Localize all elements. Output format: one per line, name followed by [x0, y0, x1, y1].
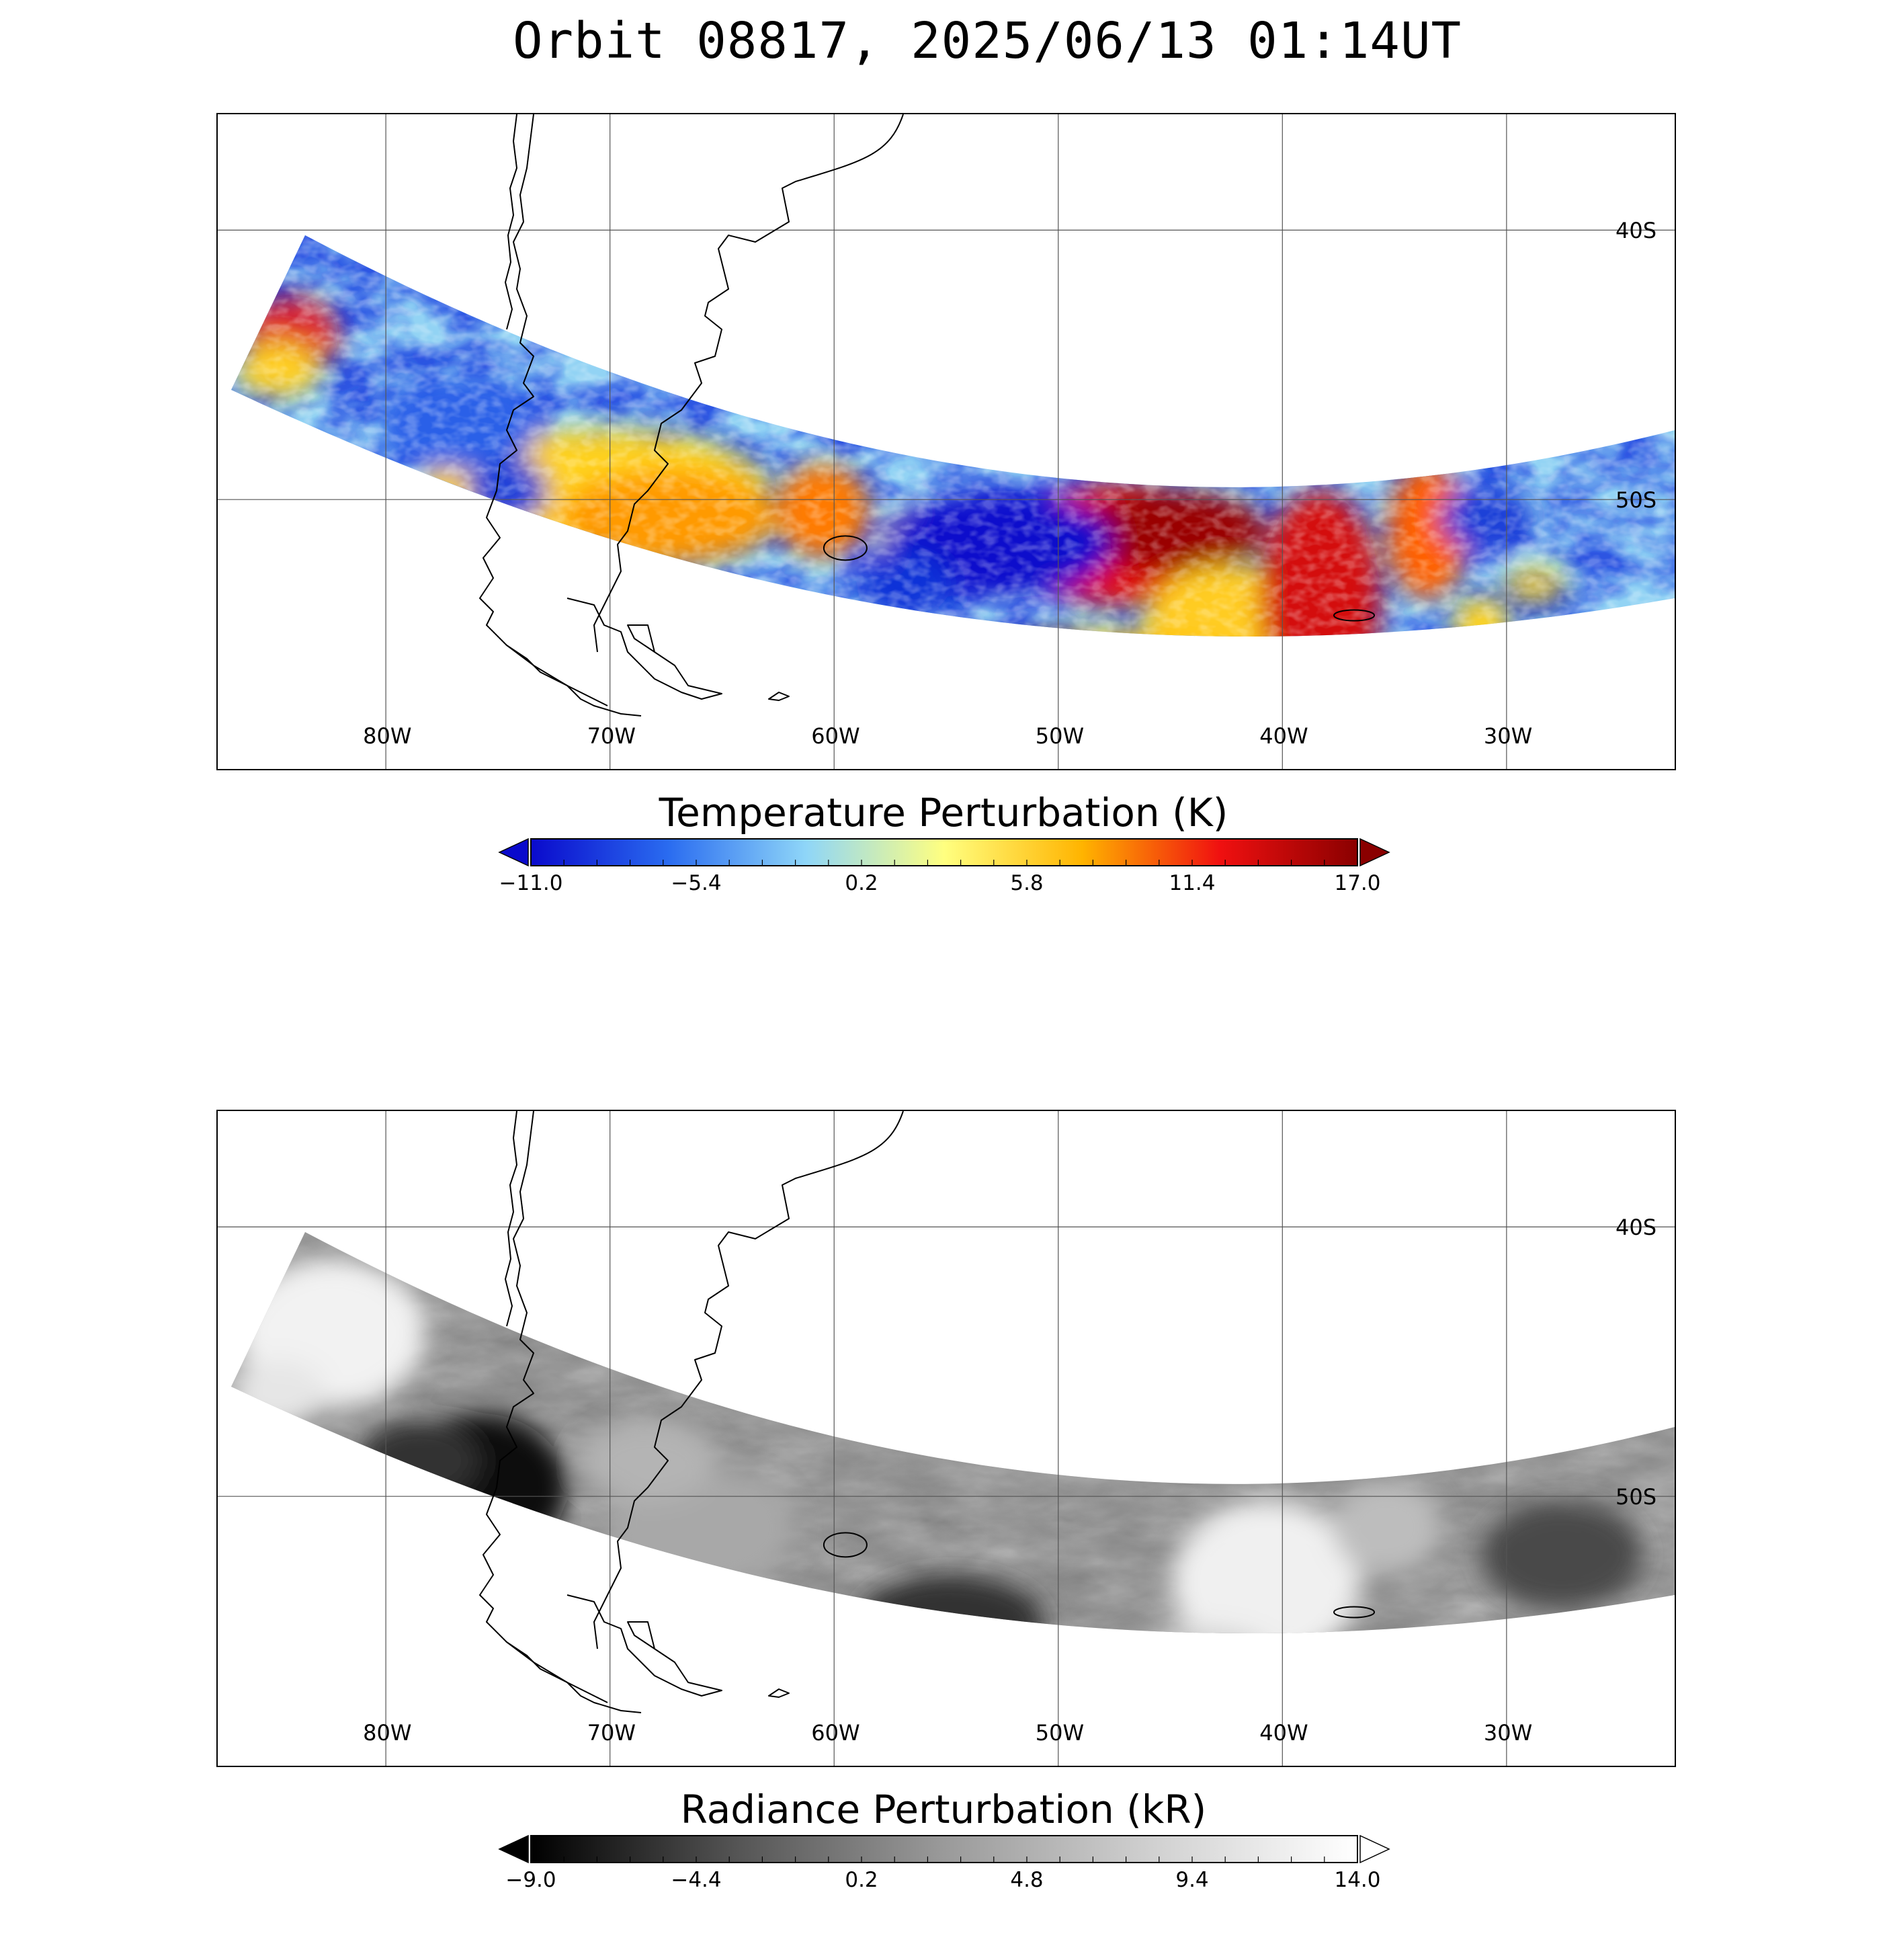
lon-tick-label: 60W: [811, 1720, 860, 1746]
coastline-segment: [768, 692, 790, 701]
coastline-segment: [506, 1641, 642, 1713]
coastline-segment: [768, 1688, 790, 1698]
lon-tick-label: 50W: [1035, 1720, 1085, 1746]
lon-tick-label: 70W: [587, 723, 636, 749]
colorbar-gradient: [530, 1835, 1358, 1863]
colorbar-tick-label: −11.0: [499, 871, 563, 895]
lon-tick-label: 80W: [363, 723, 412, 749]
coastline-segment: [567, 1594, 722, 1697]
island-outline: [823, 1532, 868, 1558]
radiance-colorbar-title: Radiance Perturbation (kR): [680, 1787, 1207, 1832]
radiance-coastline: [479, 1111, 1376, 1713]
colorbar-tick-label: 9.4: [1175, 1868, 1209, 1892]
island-outline: [1333, 609, 1376, 622]
island-outline: [1333, 1606, 1376, 1619]
colorbar-min-extend-arrow: [498, 1834, 529, 1864]
colorbar-tick-label: 11.4: [1169, 871, 1216, 895]
colorbar-tick-label: 5.8: [1010, 871, 1044, 895]
temperature-swath: [231, 235, 1675, 637]
colorbar-tick-label: −5.4: [671, 871, 722, 895]
radiance-gridlines: [218, 1111, 1675, 1766]
coastline-segment: [505, 1111, 517, 1327]
coastline-segment: [479, 114, 608, 706]
colorbar-min-extend-arrow: [498, 838, 529, 867]
colorbar-tick-label: −4.4: [671, 1868, 722, 1892]
colorbar-max-extend-arrow: [1359, 1834, 1390, 1864]
colorbar-gradient: [530, 838, 1358, 866]
temperature-colorbar: [498, 838, 1390, 867]
lon-tick-label: 80W: [363, 1720, 412, 1746]
figure-title: Orbit 08817, 2025/06/13 01:14UT: [512, 12, 1462, 70]
colorbar-tick-label: 0.2: [845, 1868, 878, 1892]
coastline-segment: [593, 1111, 904, 1649]
radiance-swath: [231, 1232, 1675, 1634]
lon-tick-label: 40W: [1259, 1720, 1308, 1746]
colorbar-tick-label: −9.0: [505, 1868, 556, 1892]
lon-tick-label: 30W: [1483, 1720, 1533, 1746]
temperature-gridlines: [218, 114, 1675, 769]
radiance-colorbar: [498, 1834, 1390, 1864]
colorbar-max-extend-arrow: [1359, 838, 1390, 867]
radiance-map-panel: [216, 1110, 1676, 1767]
colorbar-tick-label: 14.0: [1334, 1868, 1381, 1892]
temperature-colorbar-title: Temperature Perturbation (K): [659, 790, 1228, 835]
temperature-coastline: [479, 114, 1376, 717]
coastline-segment: [593, 114, 904, 653]
coastline-segment: [506, 645, 642, 717]
coastline-segment: [505, 114, 517, 330]
temperature-map-panel: [216, 113, 1676, 770]
temperature-map-svg: [218, 114, 1675, 769]
coastline-segment: [479, 1111, 608, 1703]
radiance-map-svg: [218, 1111, 1675, 1766]
lat-tick-label: 40S: [1616, 1215, 1657, 1241]
lat-tick-label: 50S: [1616, 487, 1657, 514]
lon-tick-label: 30W: [1483, 723, 1533, 749]
coastline-segment: [567, 598, 722, 700]
lon-tick-label: 70W: [587, 1720, 636, 1746]
colorbar-tick-label: 17.0: [1334, 871, 1381, 895]
lon-tick-label: 40W: [1259, 723, 1308, 749]
lat-tick-label: 40S: [1616, 218, 1657, 244]
lon-tick-label: 50W: [1035, 723, 1085, 749]
colorbar-tick-label: 4.8: [1010, 1868, 1044, 1892]
island-outline: [823, 535, 868, 561]
lat-tick-label: 50S: [1616, 1484, 1657, 1510]
colorbar-tick-label: 0.2: [845, 871, 878, 895]
lon-tick-label: 60W: [811, 723, 860, 749]
